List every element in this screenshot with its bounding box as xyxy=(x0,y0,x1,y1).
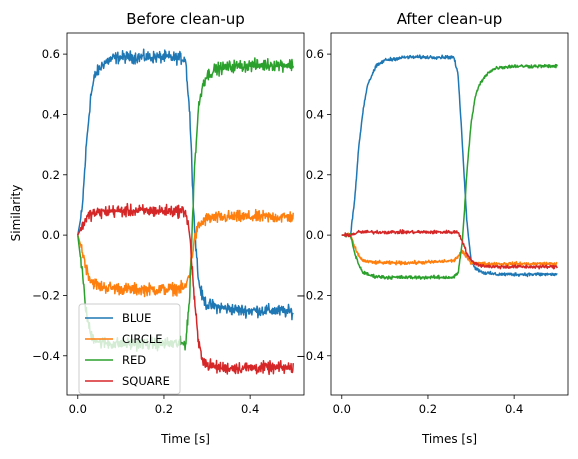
x-axis-label-after: Times [s] xyxy=(421,432,477,446)
y-tick-label: 0.4 xyxy=(306,107,324,121)
chart-after-cleanup: After clean-up Times [s] 0.0 0.2 0.4 −0.4 −0… xyxy=(296,10,569,446)
y-tick-label: 0.2 xyxy=(306,168,324,182)
chart-title-after: After clean-up xyxy=(397,10,503,28)
plot-frame xyxy=(66,32,305,396)
x-tick-label: 0.0 xyxy=(333,402,351,416)
legend-label-blue: BLUE xyxy=(122,311,151,325)
y-tick-label: 0.0 xyxy=(42,228,60,242)
y-tick-label: 0.2 xyxy=(42,168,60,182)
series-line-blue xyxy=(77,48,294,321)
x-tick-label: 0.0 xyxy=(69,402,87,416)
y-tick-label: 0.0 xyxy=(306,228,324,242)
legend-label-circle: CIRCLE xyxy=(122,332,163,346)
legend-box xyxy=(78,303,181,395)
x-tick-label: 0.2 xyxy=(419,402,437,416)
x-axis-label-before: Time [s] xyxy=(160,432,210,446)
series-line-circle xyxy=(341,232,558,267)
y-tick-label: −0.4 xyxy=(296,349,324,363)
series-line-square xyxy=(341,229,558,270)
legend: BLUE CIRCLE RED SQUARE xyxy=(78,303,181,395)
y-tick-label: 0.6 xyxy=(42,47,60,61)
series-line-square xyxy=(77,202,294,376)
legend-label-red: RED xyxy=(122,353,146,367)
y-tick-label: −0.2 xyxy=(296,288,324,302)
x-tick-label: 0.2 xyxy=(155,402,173,416)
chart-before-cleanup: Before clean-up Similarity Time [s] 0.0 0… xyxy=(9,10,305,446)
y-tick-label: 0.6 xyxy=(306,47,324,61)
series-line-red xyxy=(341,63,558,280)
x-tick-label: 0.4 xyxy=(241,402,259,416)
chart-title-before: Before clean-up xyxy=(126,10,245,28)
plot-frame xyxy=(330,32,569,396)
y-tick-label: −0.2 xyxy=(32,288,60,302)
series-line-circle xyxy=(77,208,294,298)
y-tick-label: 0.4 xyxy=(42,107,60,121)
x-tick-label: 0.4 xyxy=(505,402,523,416)
y-tick-label: −0.4 xyxy=(32,349,60,363)
y-axis-label-before: Similarity xyxy=(9,185,23,242)
legend-label-square: SQUARE xyxy=(122,374,170,388)
series-line-blue xyxy=(341,54,558,278)
